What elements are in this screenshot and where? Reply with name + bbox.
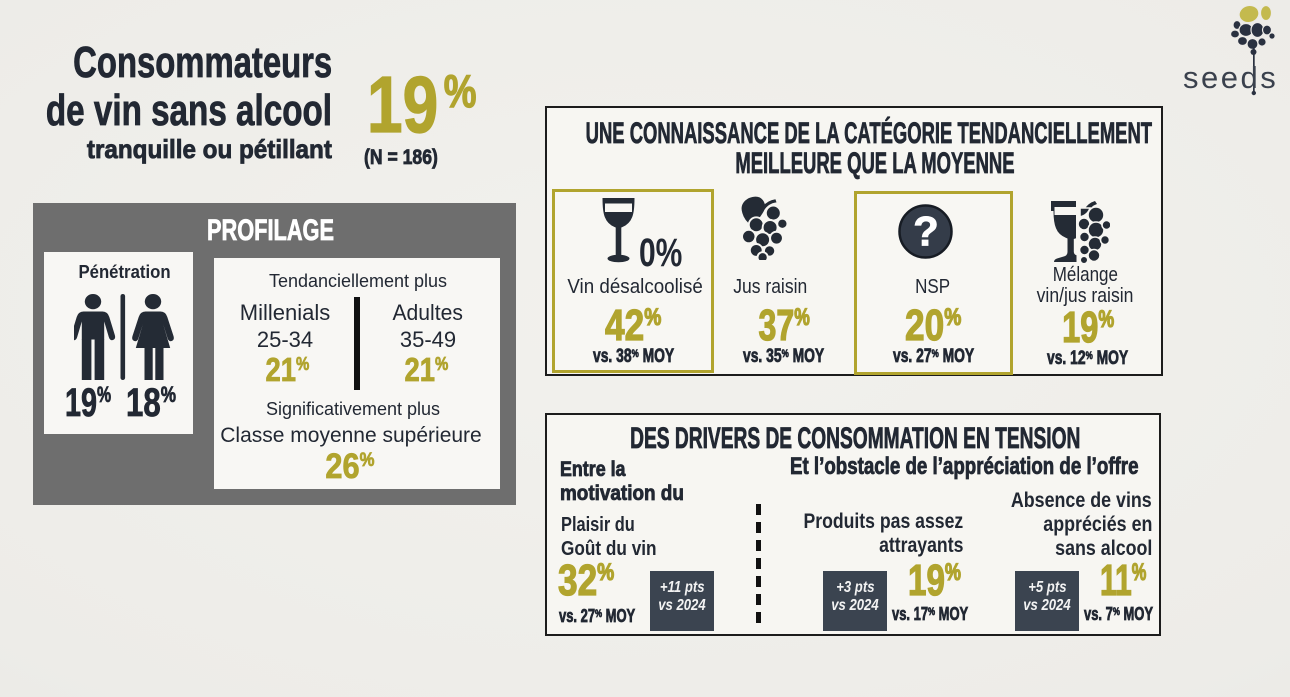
svg-text:?: ? [913,208,939,255]
svg-text:seeds: seeds [1183,60,1278,95]
